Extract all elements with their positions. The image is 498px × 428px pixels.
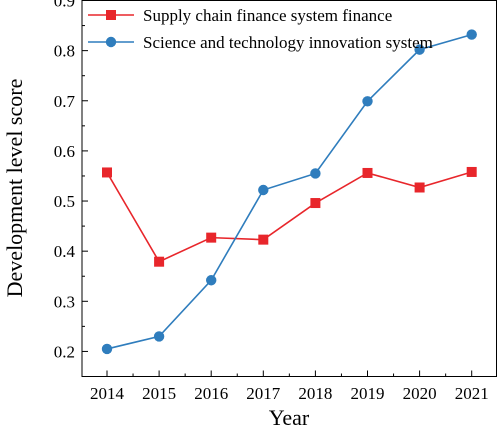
data-point-square xyxy=(362,167,373,178)
plot-frame xyxy=(81,0,497,377)
data-point-square xyxy=(206,232,217,243)
data-point-circle xyxy=(466,29,477,40)
series-line xyxy=(106,171,472,263)
legend-label: Supply chain finance system finance xyxy=(143,6,392,25)
data-point-circle xyxy=(362,96,373,107)
y-tick-label: 0.9 xyxy=(54,0,75,11)
data-point-circle xyxy=(101,343,113,355)
data-point-circle xyxy=(153,331,165,342)
x-tick-label: 2015 xyxy=(142,384,176,403)
y-tick-label: 0.8 xyxy=(54,42,75,61)
data-point-circle xyxy=(414,44,425,55)
x-tick-label: 2018 xyxy=(298,384,332,403)
x-tick-label: 2020 xyxy=(403,384,437,403)
data-point-square xyxy=(258,234,269,245)
data-point-circle xyxy=(258,184,269,196)
data-point-circle xyxy=(206,275,217,286)
legend-marker-square xyxy=(106,10,116,20)
x-tick-label: 2019 xyxy=(351,384,385,403)
x-tick-label: 2021 xyxy=(455,384,489,403)
data-point-square xyxy=(102,167,112,178)
x-tick-label: 2016 xyxy=(194,384,228,403)
data-point-square xyxy=(466,166,477,177)
y-axis: 0.2 0.3 0.4 0.5 0.6 0.7 0.8 0.9 xyxy=(54,0,88,377)
y-tick-label: 0.6 xyxy=(54,142,75,161)
data-point-square xyxy=(154,256,165,267)
y-tick-label: 0.7 xyxy=(54,92,76,111)
legend: Supply chain finance system finance Scien… xyxy=(88,6,433,52)
data-point-square xyxy=(310,198,321,209)
y-axis-title: Development level score xyxy=(2,79,27,298)
x-tick-label: 2014 xyxy=(90,384,125,403)
x-axis-title: Year xyxy=(269,405,310,428)
series-line xyxy=(106,33,472,350)
data-point-circle xyxy=(310,168,321,179)
y-tick-label: 0.3 xyxy=(54,292,75,311)
legend-marker-circle xyxy=(105,36,117,48)
y-tick-label: 0.4 xyxy=(54,242,76,261)
x-axis: 2014 2015 2016 2017 2018 2019 2020 2021 xyxy=(90,370,489,403)
data-point-square xyxy=(414,182,425,193)
x-tick-label: 2017 xyxy=(246,384,281,403)
legend-label: Science and technology innovation system xyxy=(143,33,433,52)
y-tick-label: 0.2 xyxy=(54,342,75,361)
y-tick-label: 0.5 xyxy=(54,192,75,211)
series-layer xyxy=(101,29,477,355)
